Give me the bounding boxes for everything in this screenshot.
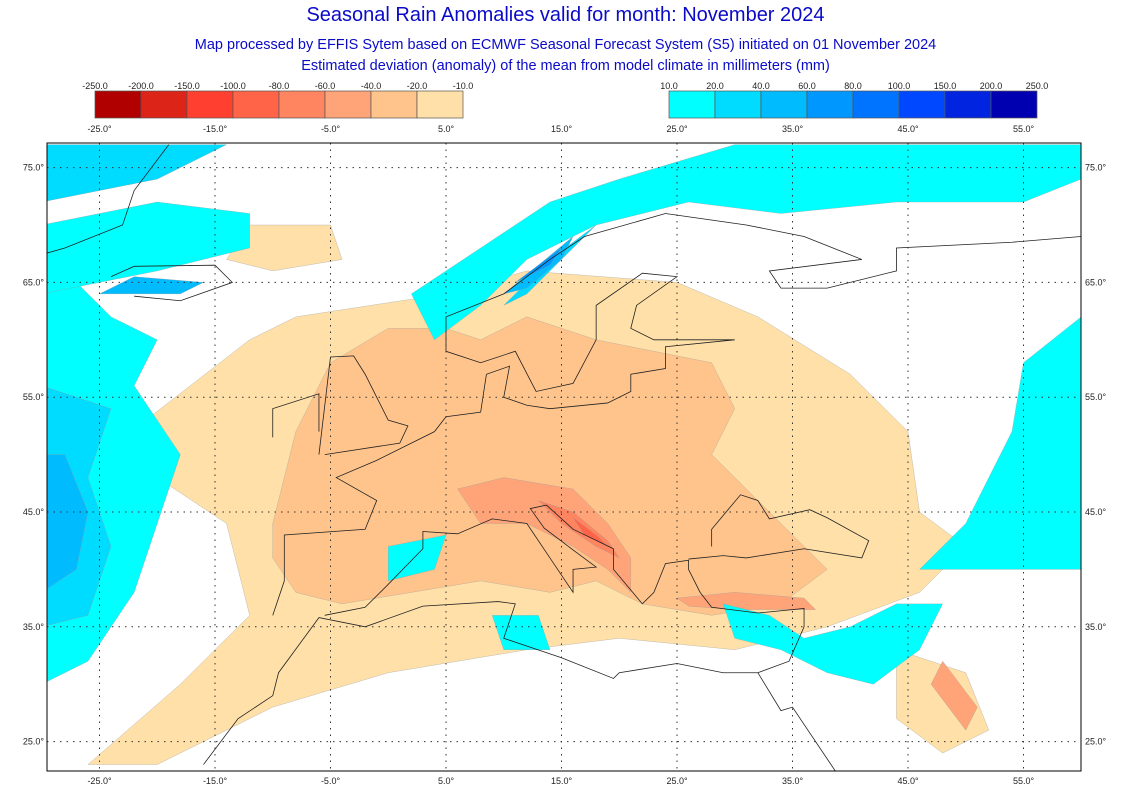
left-lat-label: 45.0° (23, 507, 45, 517)
bottom-lon-label: 15.0° (551, 776, 573, 786)
map-units-note: Estimated deviation (anomaly) of the mea… (301, 58, 830, 74)
anomaly-contour (411, 144, 1081, 341)
bottom-lon-label: 25.0° (666, 776, 688, 786)
anomaly-contour (572, 517, 608, 547)
map-subtitle: Map processed by EFFIS Sytem based on EC… (194, 37, 937, 53)
coastline (110, 264, 234, 302)
legend-negative-label: -40.0 (361, 81, 382, 91)
right-lat-label: 35.0° (1085, 622, 1107, 632)
right-lat-label: 65.0° (1085, 277, 1107, 287)
left-lat-label: 35.0° (23, 622, 45, 632)
axis-labels: -25.0° -15.0° -5.0° 5.0° 15.0° 25.0° 35.0° 45.0… (23, 163, 1107, 786)
top-lon-label: -15.0° (203, 124, 228, 134)
legend-positive-swatch (760, 90, 808, 119)
legend-positive-swatch (944, 90, 992, 119)
bottom-lon-label: -5.0° (321, 776, 341, 786)
legend-negative-label: -150.0 (174, 81, 200, 91)
legend-positive-label: 250.0 (1026, 81, 1049, 91)
top-longitude-labels: -25.0° -15.0° -5.0° 5.0° 15.0° 25.0° 35.0° 45.0… (87, 124, 1034, 134)
legend-positive-label: 80.0 (844, 81, 862, 91)
bottom-lon-label: 45.0° (897, 776, 919, 786)
right-lat-label: 25.0° (1085, 737, 1107, 747)
right-lat-label: 55.0° (1085, 392, 1107, 402)
anomaly-contour (676, 592, 817, 610)
coastline (47, 144, 170, 254)
bottom-lon-label: 5.0° (438, 776, 455, 786)
coastline (318, 355, 409, 455)
bottom-lon-label: 35.0° (782, 776, 804, 786)
left-lat-label: 25.0° (23, 737, 45, 747)
coastline (203, 504, 805, 765)
bottom-lon-label: 55.0° (1013, 776, 1035, 786)
bottom-lon-label: -15.0° (203, 776, 228, 786)
top-lon-label: -25.0° (87, 124, 112, 134)
legend-negative-swatch (186, 90, 234, 119)
legend-negative-label: -10.0 (453, 81, 474, 91)
top-lon-label: 35.0° (782, 124, 804, 134)
anomaly-contour (918, 316, 1081, 570)
map-title: Seasonal Rain Anomalies valid for month:… (306, 4, 825, 26)
legend-positive-swatch (898, 90, 946, 119)
legend-positive-swatch (714, 90, 762, 119)
anomaly-contour (47, 201, 250, 294)
top-lon-label: 5.0° (438, 124, 455, 134)
legend-negative-swatch (416, 90, 464, 119)
left-lat-label: 65.0° (23, 277, 45, 287)
anomaly-contour (47, 144, 227, 202)
top-lon-label: 15.0° (551, 124, 573, 134)
top-lon-label: -5.0° (321, 124, 341, 134)
anomaly-contour (457, 477, 632, 593)
top-lon-label: 25.0° (666, 124, 688, 134)
coastline (272, 213, 1081, 616)
legend-negative-swatch (370, 90, 418, 119)
anomaly-contour (47, 454, 89, 590)
right-lat-label: 45.0° (1085, 507, 1107, 517)
legend-negative-label: -100.0 (220, 81, 246, 91)
anomaly-contour (538, 500, 620, 559)
legend-negative-label: -60.0 (315, 81, 336, 91)
legend-negative-swatch (94, 90, 142, 119)
legend-negative-label: -250.0 (82, 81, 108, 91)
bottom-lon-label: -25.0° (87, 776, 112, 786)
legend-negative-label: -200.0 (128, 81, 154, 91)
coastlines (47, 144, 1081, 771)
legend-positive-swatch (668, 90, 716, 119)
top-lon-label: 55.0° (1013, 124, 1035, 134)
left-lat-label: 55.0° (23, 392, 45, 402)
legend-negative-swatch (232, 90, 280, 119)
anomaly-fields (47, 144, 1081, 765)
legend-positive-label: 60.0 (798, 81, 816, 91)
coastline (688, 494, 870, 560)
legend-negative-label: -20.0 (407, 81, 428, 91)
anomaly-contour (930, 660, 978, 731)
right-lat-label: 75.0° (1085, 163, 1107, 173)
legend-negative-swatch (324, 90, 372, 119)
legend-negative-label: -80.0 (269, 81, 290, 91)
legend-positive-swatch (990, 90, 1038, 119)
top-lon-label: 45.0° (897, 124, 919, 134)
graticule (47, 143, 1081, 771)
legend-positive-label: 40.0 (752, 81, 770, 91)
legend-positive-label: 100.0 (888, 81, 911, 91)
anomaly-contour (491, 615, 551, 651)
legend-positive-label: 20.0 (706, 81, 724, 91)
legend-positive-label: 10.0 (660, 81, 678, 91)
legend-positive-label: 150.0 (934, 81, 957, 91)
legend-positive-label: 200.0 (980, 81, 1003, 91)
coastline (272, 393, 320, 438)
legend-positive-swatch (806, 90, 854, 119)
legend-positive-swatch (852, 90, 900, 119)
coastline (757, 672, 836, 771)
legend-negative-swatch (140, 90, 188, 119)
legend-positive: 10.0 20.0 40.0 60.0 80.0 100.0 150.0 200.0 250.0 (660, 81, 1049, 119)
map-frame (46, 142, 1082, 772)
legend-negative: -250.0 -200.0 -150.0 -100.0 -80.0 -60.0 -40.0 -… (82, 81, 474, 119)
legend-negative-swatch (278, 90, 326, 119)
left-lat-label: 75.0° (23, 163, 45, 173)
anomaly-contour (226, 224, 343, 272)
